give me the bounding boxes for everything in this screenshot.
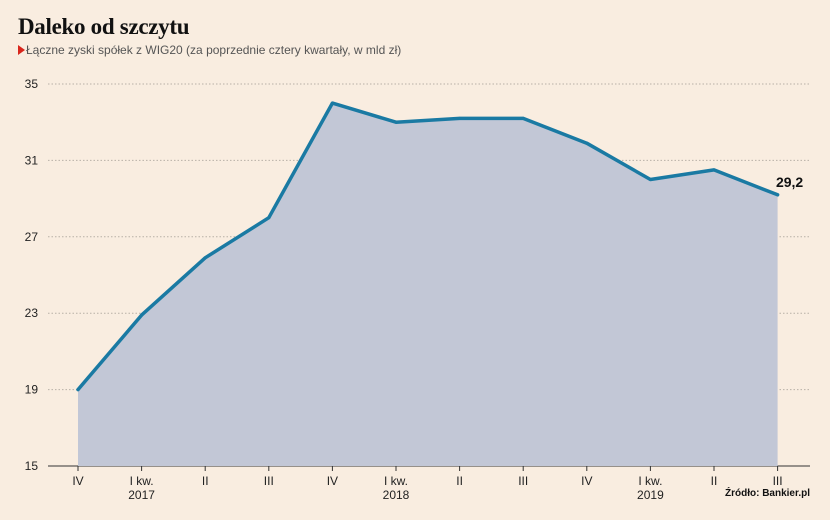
- data-point: [203, 256, 207, 260]
- x-axis-ticks: IV I kw. II III IV I kw. II III IV I kw. II III2017…: [72, 466, 783, 502]
- data-point: [585, 141, 589, 145]
- x-tick-label: IV: [72, 474, 83, 488]
- x-tick-label: I kw.: [130, 474, 154, 488]
- data-point: [458, 116, 462, 120]
- series-line: [76, 101, 780, 392]
- area-fill: [78, 103, 778, 466]
- x-tick-label: II: [711, 474, 718, 488]
- y-tick-label: 15: [25, 459, 39, 473]
- data-point: [76, 388, 80, 392]
- y-axis-ticks: 35 31 27 23 19 15: [25, 77, 39, 473]
- data-point: [776, 193, 780, 197]
- x-tick-label: I kw.: [638, 474, 662, 488]
- x-tick-label: II: [456, 474, 463, 488]
- x-tick-label: III: [518, 474, 528, 488]
- source-note: Źródło: Bankier.pl: [724, 488, 810, 499]
- red-triangle-icon: [18, 45, 25, 55]
- y-tick-label: 31: [25, 153, 39, 167]
- data-point: [140, 313, 144, 317]
- y-tick-label: 23: [25, 306, 39, 320]
- data-point: [712, 168, 716, 172]
- last-value-label: 29,2: [776, 174, 803, 190]
- y-tick-label: 35: [25, 77, 39, 91]
- data-labels: 29,2: [776, 174, 803, 190]
- y-tick-label: 19: [25, 383, 39, 397]
- data-point: [394, 120, 398, 124]
- x-tick-label: I kw.: [384, 474, 408, 488]
- x-year-label: 2017: [128, 488, 155, 502]
- line-layer: [76, 101, 780, 392]
- y-tick-label: 27: [25, 230, 39, 244]
- x-tick-label: III: [773, 474, 783, 488]
- data-point: [330, 101, 334, 105]
- x-tick-label: III: [264, 474, 274, 488]
- x-tick-label: IV: [327, 474, 338, 488]
- chart-title: Daleko od szczytu: [18, 14, 190, 39]
- data-point: [267, 216, 271, 220]
- subtitle-text: Łączne zyski spółek z WIG20 (za poprzedn…: [26, 43, 402, 57]
- area-layer: [78, 103, 778, 466]
- data-point: [648, 178, 652, 181]
- x-tick-label: II: [202, 474, 209, 488]
- chart-subtitle: Łączne zyski spółek z WIG20 (za poprzedn…: [18, 43, 401, 57]
- x-year-label: 2019: [637, 488, 664, 502]
- x-year-label: 2018: [383, 488, 410, 502]
- x-tick-label: IV: [581, 474, 592, 488]
- data-point: [521, 116, 525, 120]
